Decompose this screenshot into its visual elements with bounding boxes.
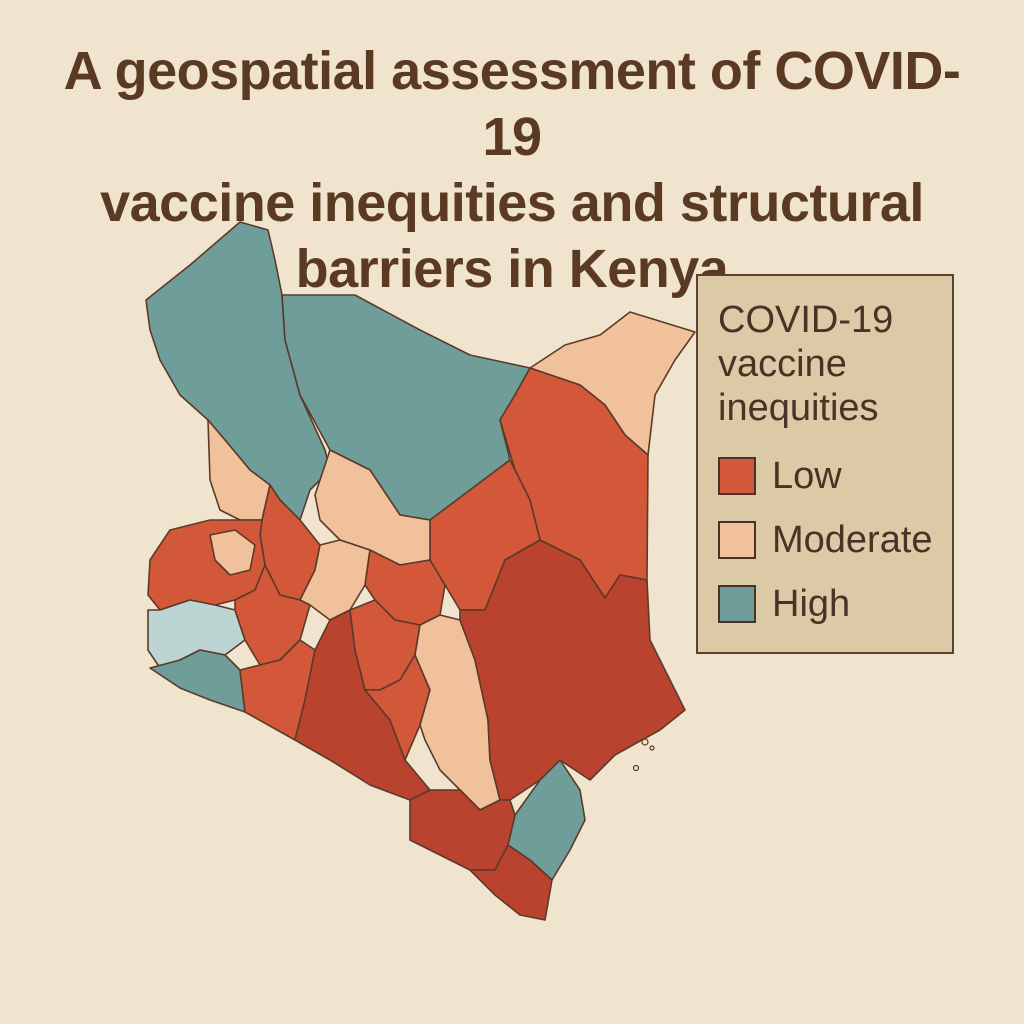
region-kwale (469, 844, 553, 921)
legend-title: COVID-19 vaccine inequities (718, 298, 952, 430)
legend-title-line-1: COVID-19 (718, 299, 894, 341)
region-lake-victoria (147, 599, 246, 669)
legend: COVID-19 vaccine inequities Low Moderate… (696, 274, 954, 654)
legend-title-line-2: vaccine (718, 343, 847, 385)
legend-swatch-low (718, 457, 756, 495)
coastal-islands (632, 738, 655, 772)
legend-item-high: High (718, 572, 952, 636)
title-line-3: barriers in Kenya (295, 239, 729, 299)
legend-label-low: Low (772, 454, 842, 497)
region-nakuru (234, 564, 311, 666)
legend-item-low: Low (718, 444, 952, 508)
legend-label-high: High (772, 582, 851, 625)
legend-label-moderate: Moderate (772, 518, 933, 561)
title-line-1: A geospatial assessment of COVID-19 (63, 41, 961, 167)
region-tana-river (459, 539, 686, 801)
legend-swatch-moderate (718, 521, 756, 559)
legend-item-moderate: Moderate (718, 508, 952, 572)
region-turkana (145, 221, 331, 521)
region-uasin-gishu (209, 529, 256, 576)
legend-title-line-3: inequities (718, 387, 879, 429)
region-taita-taveta (409, 789, 516, 871)
legend-swatch-high (718, 585, 756, 623)
title-line-2: vaccine inequities and structural (100, 173, 924, 233)
map-title: A geospatial assessment of COVID-19 vacc… (40, 38, 984, 302)
